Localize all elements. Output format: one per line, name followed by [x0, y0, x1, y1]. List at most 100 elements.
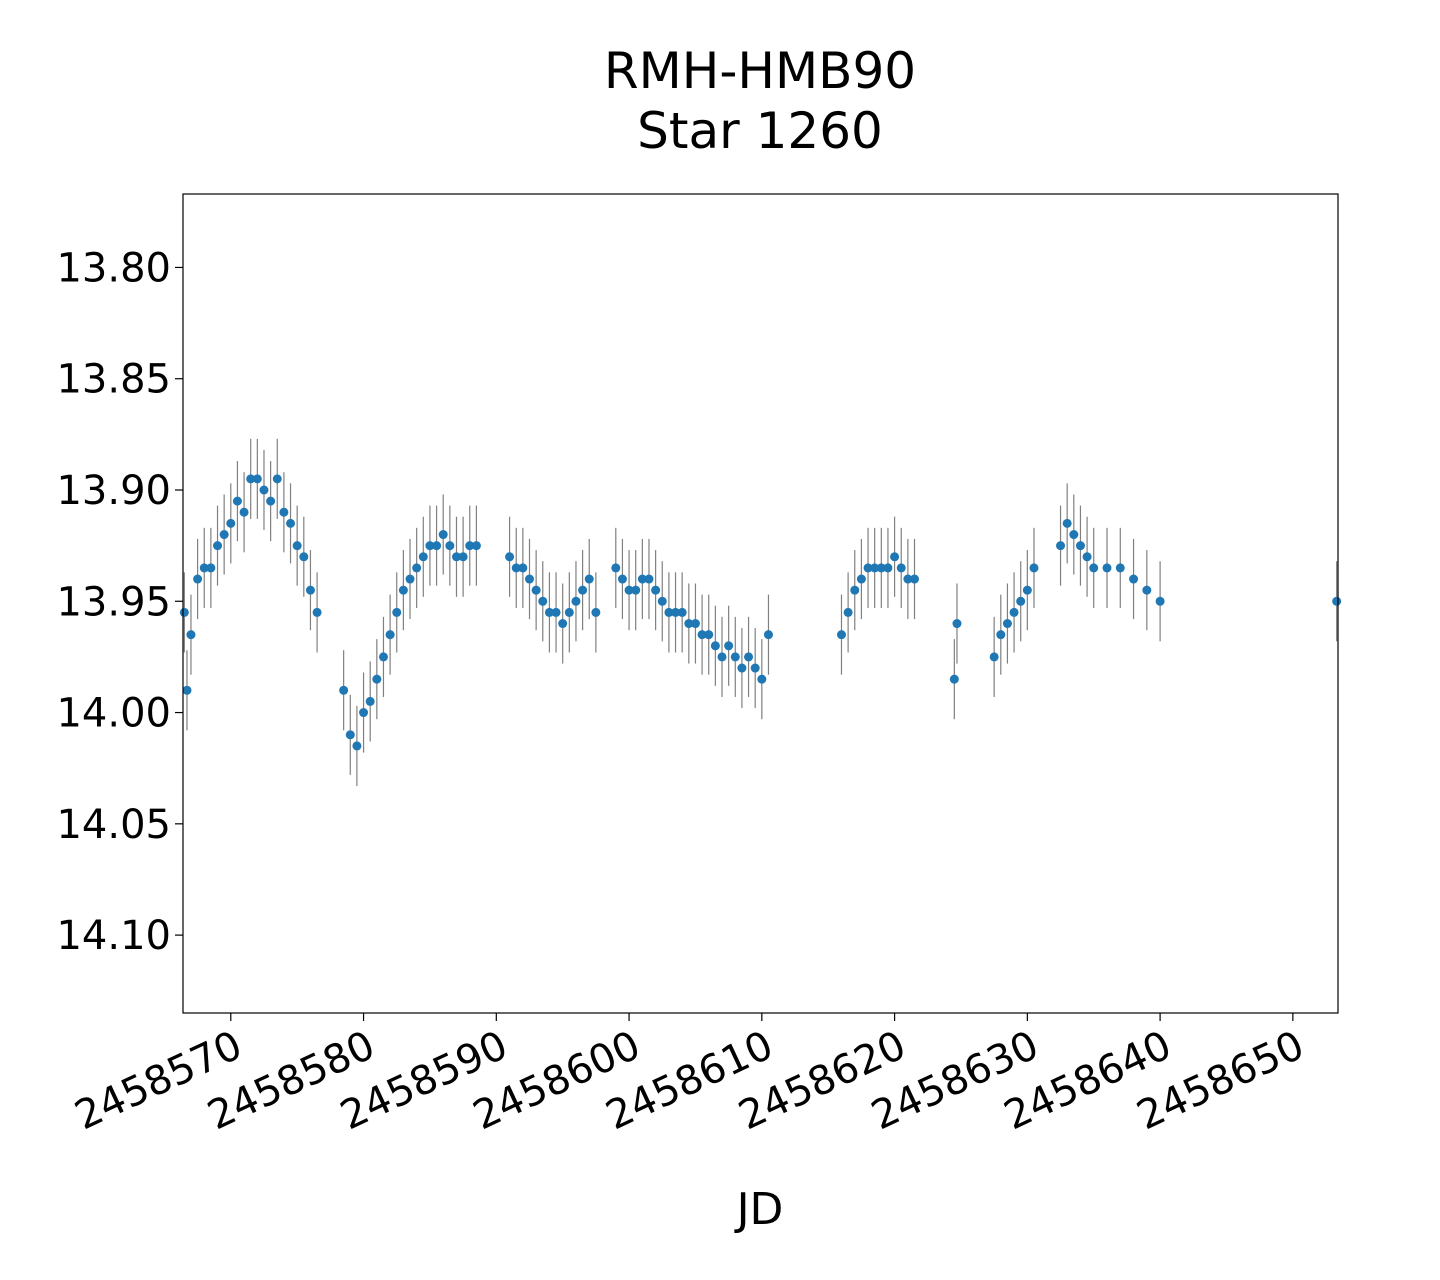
data-point	[896, 563, 906, 573]
data-point	[1129, 574, 1139, 584]
data-point	[179, 607, 189, 617]
data-point	[730, 652, 740, 662]
x-axis-label: JD	[734, 1184, 784, 1235]
data-point	[744, 652, 754, 662]
data-point	[465, 541, 475, 551]
data-point	[677, 607, 687, 617]
data-point	[1082, 552, 1092, 562]
data-point	[850, 585, 860, 595]
data-point	[671, 607, 681, 617]
data-point	[359, 708, 369, 718]
data-point	[385, 630, 395, 640]
data-point	[266, 496, 276, 506]
data-point	[305, 585, 315, 595]
data-point	[1062, 518, 1072, 528]
y-tick-label: 13.95	[56, 579, 171, 625]
y-tick-label: 14.05	[56, 802, 171, 848]
data-point	[637, 574, 647, 584]
data-point	[910, 574, 919, 584]
data-point	[432, 541, 442, 551]
data-point	[239, 507, 249, 517]
data-point	[272, 474, 282, 484]
data-point	[458, 552, 468, 562]
data-point	[1142, 585, 1152, 595]
data-point	[219, 530, 229, 540]
data-point	[704, 630, 714, 640]
y-tick-label: 13.85	[56, 357, 171, 403]
data-point	[903, 574, 913, 584]
data-point	[206, 563, 216, 573]
data-point	[226, 518, 236, 528]
data-point	[418, 552, 428, 562]
data-point	[631, 585, 641, 595]
data-point	[279, 507, 289, 517]
data-point	[372, 674, 382, 684]
data-point	[392, 607, 402, 617]
data-point	[445, 541, 455, 551]
data-point	[611, 563, 621, 573]
data-point	[1089, 563, 1099, 573]
data-point	[863, 563, 873, 573]
data-point	[737, 663, 747, 673]
data-point-group	[179, 474, 1342, 751]
data-point	[690, 619, 700, 629]
data-point	[1016, 596, 1026, 606]
data-point	[538, 596, 548, 606]
data-point	[213, 541, 223, 551]
y-tick-label: 14.10	[56, 913, 171, 959]
data-point	[451, 552, 461, 562]
data-point	[724, 641, 734, 651]
data-point	[259, 485, 269, 495]
data-point	[412, 563, 422, 573]
data-point	[511, 563, 521, 573]
data-point	[996, 630, 1006, 640]
errorbar-group	[183, 438, 1338, 786]
data-point	[518, 563, 528, 573]
data-point	[717, 652, 727, 662]
data-point	[578, 585, 588, 595]
data-point	[1009, 607, 1019, 617]
data-point	[544, 607, 554, 617]
data-point	[252, 474, 262, 484]
data-point	[697, 630, 707, 640]
data-point	[365, 696, 375, 706]
data-point	[952, 619, 962, 629]
data-point	[246, 474, 256, 484]
data-point	[345, 730, 355, 740]
chart-title-line-2: Star 1260	[637, 102, 883, 160]
data-point	[870, 563, 880, 573]
data-point	[1115, 563, 1125, 573]
data-point	[684, 619, 694, 629]
chart-title-line-1: RMH-HMB90	[604, 42, 916, 100]
data-point	[525, 574, 534, 584]
data-point	[949, 674, 959, 684]
data-point	[186, 630, 196, 640]
data-point	[292, 541, 302, 551]
data-point	[624, 585, 634, 595]
data-point	[438, 530, 448, 540]
data-point	[398, 585, 408, 595]
data-point	[286, 518, 296, 528]
y-axis: 13.80 13.85 13.90 13.95 14.00 14.05 14.10	[56, 245, 183, 959]
data-point	[584, 574, 594, 584]
data-point	[856, 574, 866, 584]
data-point	[551, 607, 561, 617]
data-point	[710, 641, 720, 651]
data-point	[471, 541, 481, 551]
data-point	[750, 663, 760, 673]
data-point	[1056, 541, 1066, 551]
data-point	[617, 574, 627, 584]
data-point	[193, 574, 203, 584]
data-point	[876, 563, 886, 573]
data-point	[843, 607, 853, 617]
x-axis: 2458570245858024585902458600245861024586…	[68, 1013, 1311, 1139]
data-point	[425, 541, 435, 551]
data-point	[378, 652, 388, 662]
data-point	[657, 596, 667, 606]
data-point	[571, 596, 581, 606]
data-point	[1022, 585, 1032, 595]
data-point	[836, 630, 846, 640]
data-point	[182, 685, 192, 695]
y-tick-label: 13.80	[56, 245, 171, 291]
